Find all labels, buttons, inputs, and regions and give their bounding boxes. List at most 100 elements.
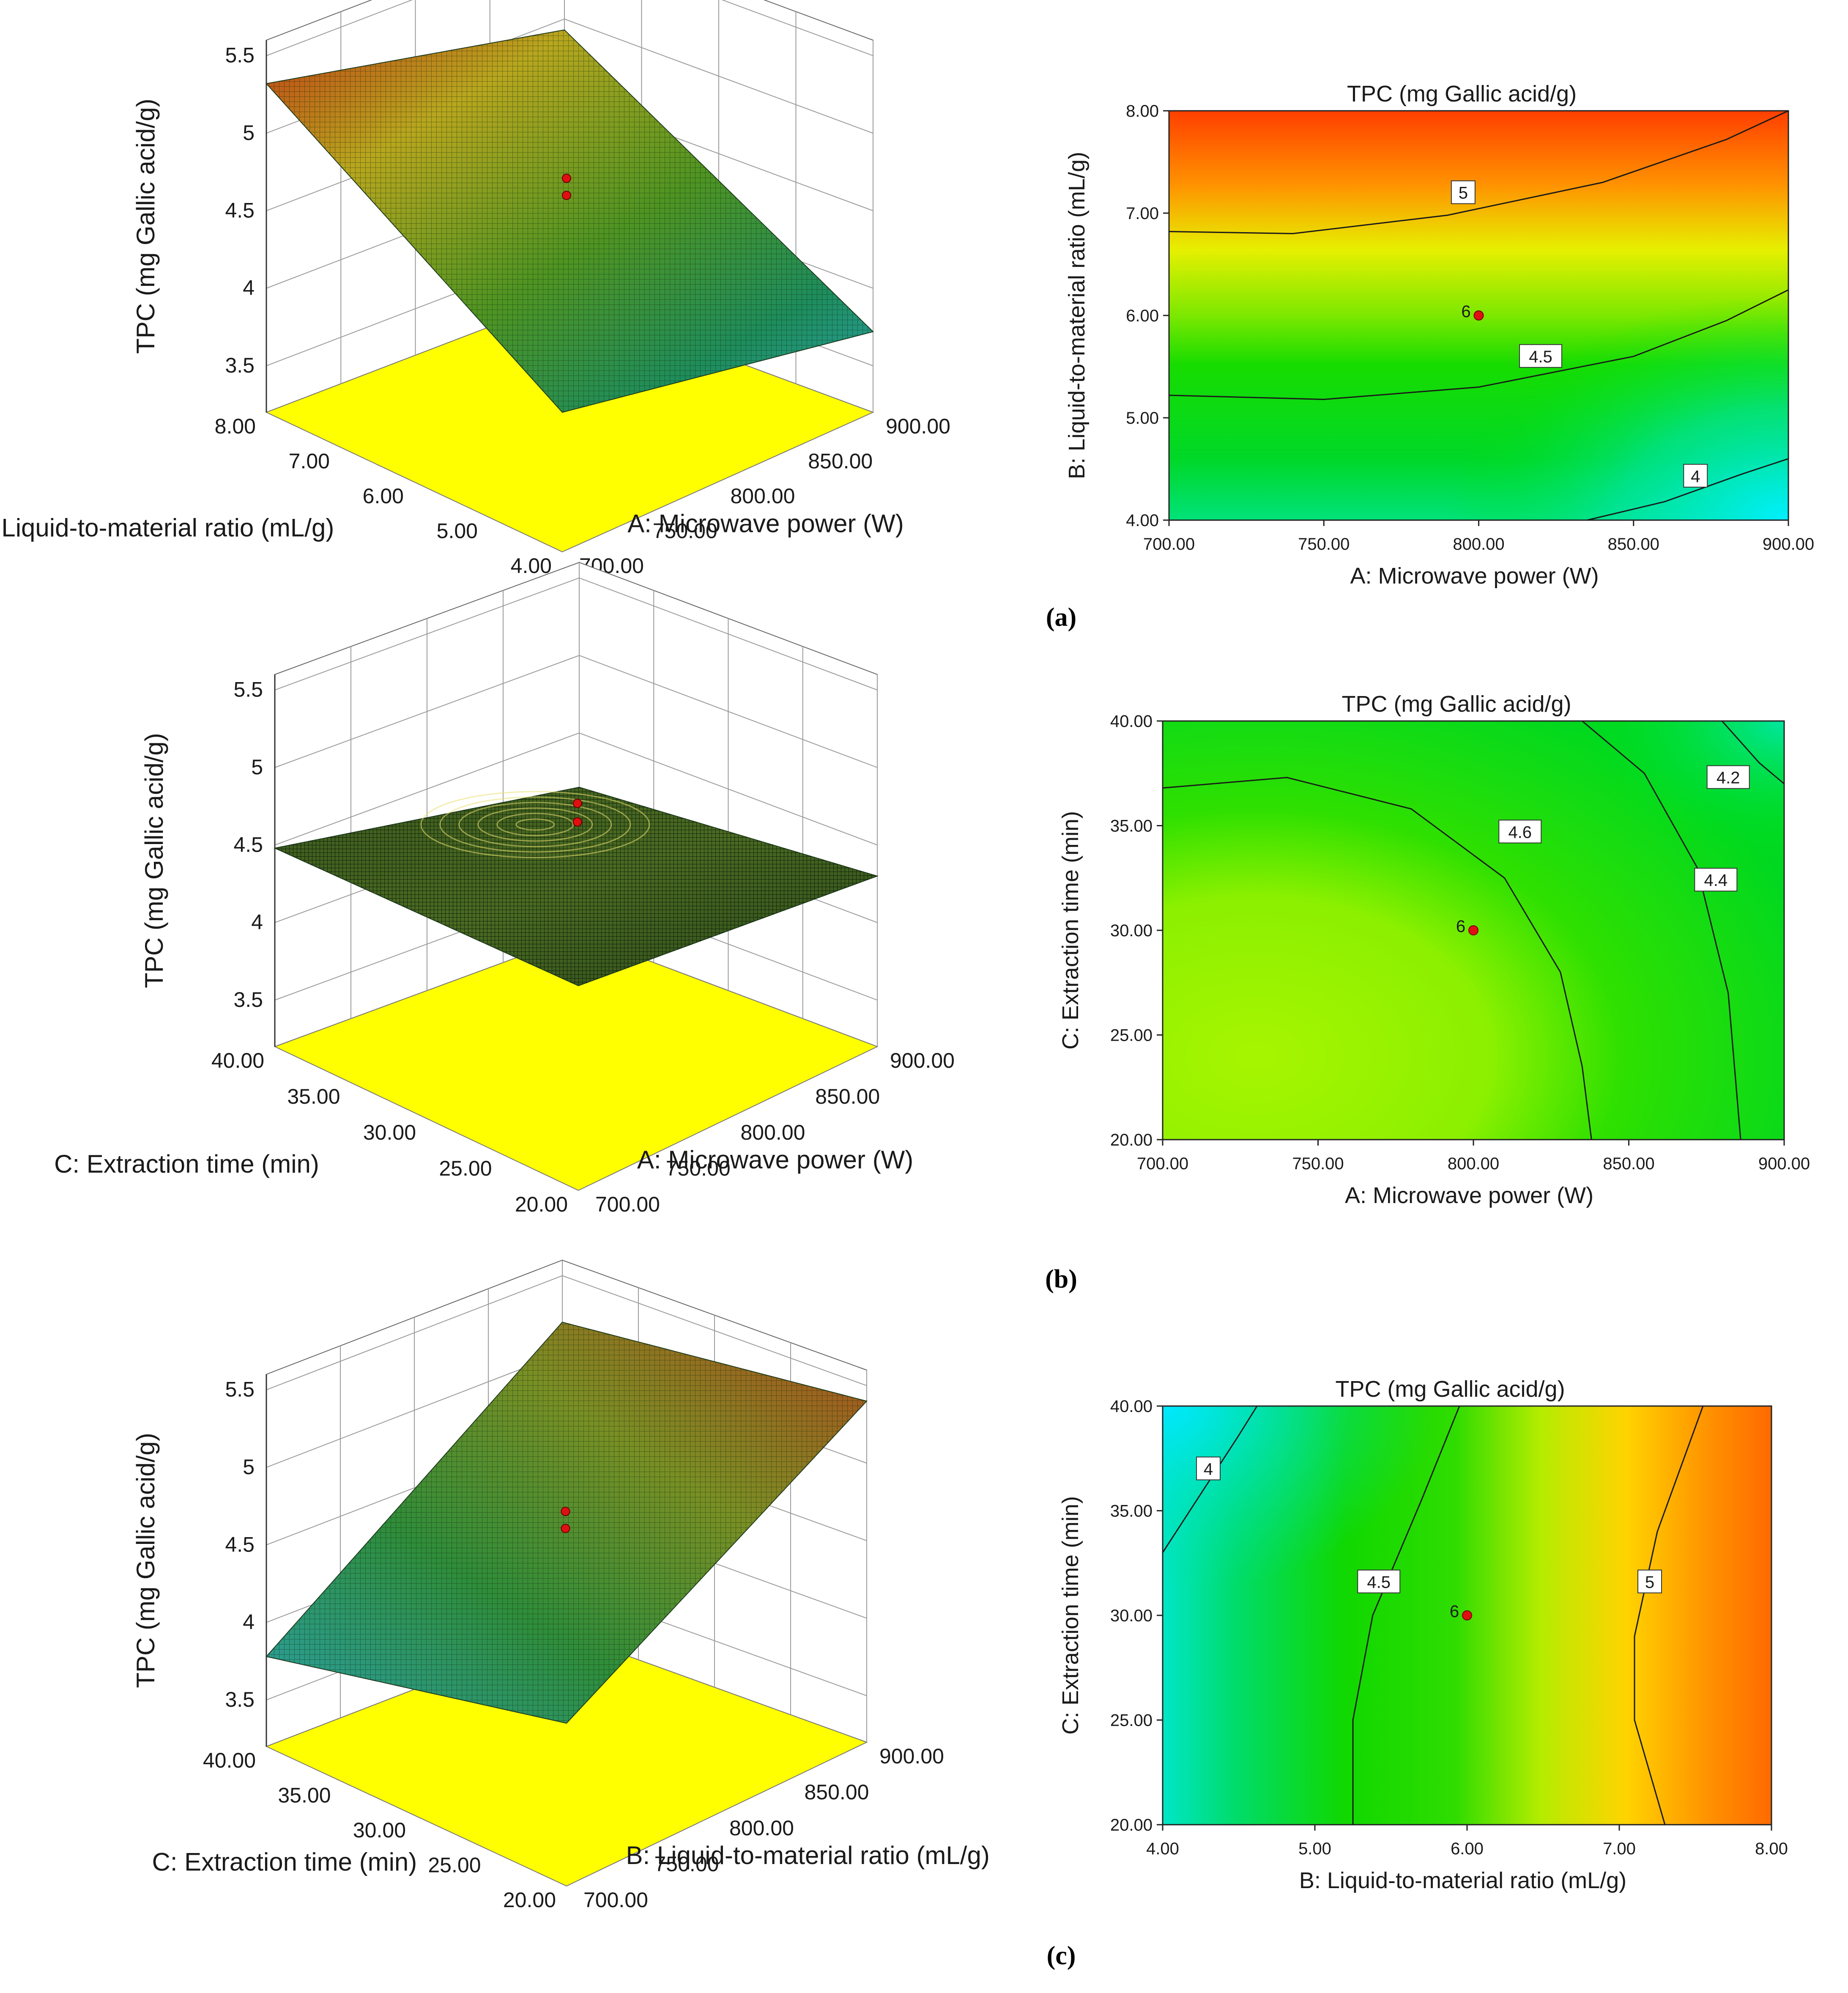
surface-mesh: [266, 1322, 867, 1723]
contour-label: 4: [1204, 1460, 1213, 1479]
y-tick-label: 20.00: [503, 1888, 556, 1912]
surface-mesh: [275, 787, 877, 986]
y-tick-label: 35.00: [278, 1784, 331, 1807]
contour-label: 4.6: [1508, 823, 1532, 842]
contour-line: [1162, 777, 1592, 1140]
y-axis-title: C: Extraction time (min): [1058, 1496, 1083, 1735]
contour-label-box: [1683, 463, 1708, 488]
x-axis-title: B: Liquid-to-material ratio (mL/g): [1299, 1868, 1626, 1893]
y-tick-label: 25.00: [439, 1157, 492, 1180]
contour-line: [1634, 1406, 1704, 1825]
y-tick-label: 30.00: [1110, 1606, 1153, 1625]
center-point-label: 6: [1450, 1602, 1459, 1621]
contour-line: [1721, 721, 1785, 784]
x-tick-label: 900.00: [890, 1049, 955, 1072]
y-axis-title: B: Liquid-to-material ratio (mL/g): [0, 514, 334, 542]
contour-label: 5: [1459, 184, 1468, 203]
design-point: [561, 1524, 570, 1533]
z-tick-label: 5.5: [233, 678, 263, 702]
x-tick-label: 750.00: [1292, 1154, 1344, 1173]
x-tick-label: 800.00: [729, 1816, 794, 1840]
z-tick-label: 5: [243, 1455, 255, 1479]
panel-label-c: (c): [1047, 1941, 1076, 1970]
y-tick-label: 20.00: [1110, 1131, 1153, 1149]
z-axis-label: TPC (mg Gallic acid/g): [131, 99, 160, 354]
y-tick-label: 30.00: [363, 1121, 416, 1144]
z-gridline: [266, 0, 873, 56]
z-tick-label: 4: [243, 276, 255, 300]
surface-ring: [458, 802, 612, 847]
design-point: [562, 191, 571, 200]
contour-line: [1169, 289, 1789, 400]
z-tick-label: 3.5: [225, 1688, 255, 1711]
surface-mesh: [266, 30, 873, 412]
x-tick-label: 800.00: [741, 1121, 805, 1144]
x-tick-label: 7.00: [1603, 1839, 1636, 1858]
x-tick-label: 900.00: [1758, 1154, 1810, 1173]
center-point: [1473, 310, 1484, 321]
x-tick-label: 800.00: [731, 484, 795, 508]
y-tick-label: 6.00: [363, 484, 404, 508]
contour-label-box: [1498, 820, 1542, 844]
surface-ring: [477, 807, 593, 842]
y-tick-label: 35.00: [287, 1085, 340, 1108]
center-point-label: 6: [1461, 302, 1470, 321]
x-tick-label: 700.00: [1143, 535, 1195, 554]
y-tick-label: 6.00: [1126, 307, 1159, 325]
x-tick-label: 750.00: [654, 1852, 719, 1876]
contour-label: 5: [1645, 1573, 1654, 1592]
x-tick-label: 750.00: [666, 1157, 731, 1180]
y-tick-label: 25.00: [1110, 1026, 1153, 1045]
x-tick-label: 700.00: [583, 1888, 648, 1912]
contour-label-box: [1706, 765, 1750, 789]
x-tick-label: 900.00: [1763, 535, 1814, 554]
x-axis-title: A: Microwave power (W): [627, 510, 903, 538]
y-tick-label: 8.00: [1126, 102, 1159, 121]
z-tick-label: 3.5: [225, 354, 255, 377]
x-tick-label: 750.00: [1298, 535, 1350, 554]
y-axis-title: C: Extraction time (min): [1058, 811, 1083, 1050]
surface-ring: [515, 818, 555, 831]
y-axis-title: C: Extraction time (min): [54, 1150, 319, 1178]
design-point: [572, 798, 582, 808]
z-axis-label: TPC (mg Gallic acid/g): [140, 733, 168, 988]
y-tick-label: 30.00: [1110, 921, 1153, 940]
c-contour: 4 4.5 5 6 4.00 5.00 6.00 7.00 8.00 20.00 25.00 30.0…: [1058, 1376, 1788, 1893]
y-axis-title: C: Extraction time (min): [152, 1848, 417, 1876]
contour-label-box: [1637, 1569, 1662, 1593]
y-tick-label: 25.00: [1110, 1711, 1153, 1730]
y-tick-label: 30.00: [353, 1818, 406, 1842]
x-axis-title: A: Microwave power (W): [637, 1146, 913, 1174]
contour-label: 4: [1691, 467, 1700, 486]
z-tick-label: 5: [251, 755, 263, 779]
surface-ring: [439, 796, 631, 853]
x-tick-label: 700.00: [1137, 1154, 1188, 1173]
y-tick-label: 8.00: [215, 414, 256, 438]
y-tick-label: 4.00: [511, 554, 552, 578]
x-tick-label: 850.00: [805, 1780, 869, 1804]
contour-label-box: [1519, 344, 1562, 368]
y-tick-label: 35.00: [1110, 1502, 1153, 1521]
contour-line: [1169, 110, 1789, 234]
contour-title: TPC (mg Gallic acid/g): [1335, 1376, 1565, 1402]
contour-label-box: [1357, 1569, 1401, 1593]
x-tick-label: 6.00: [1451, 1839, 1484, 1858]
z-tick-label: 5.5: [225, 1378, 255, 1401]
x-tick-label: 700.00: [595, 1193, 660, 1216]
design-point: [572, 817, 582, 827]
surface-ring: [496, 813, 574, 836]
y-tick-label: 7.00: [289, 450, 330, 473]
panel-label-b: (b): [1045, 1265, 1077, 1294]
y-tick-label: 40.00: [203, 1749, 256, 1772]
b-contour: 4.6 4.4 4.2 6 700.00 750.00 800.00 850.00 900.00…: [1058, 691, 1810, 1208]
x-axis-title: B: Liquid-to-material ratio (mL/g): [626, 1841, 990, 1870]
y-tick-label: 20.00: [1110, 1816, 1153, 1834]
contour-label-box: [1451, 180, 1476, 204]
y-axis-title: B: Liquid-to-material ratio (mL/g): [1064, 152, 1090, 479]
x-axis-title: A: Microwave power (W): [1350, 563, 1599, 589]
contour-title: TPC (mg Gallic acid/g): [1342, 691, 1571, 717]
y-tick-label: 40.00: [1110, 712, 1153, 731]
z-tick-label: 5.5: [225, 44, 255, 67]
y-tick-label: 25.00: [428, 1853, 481, 1877]
